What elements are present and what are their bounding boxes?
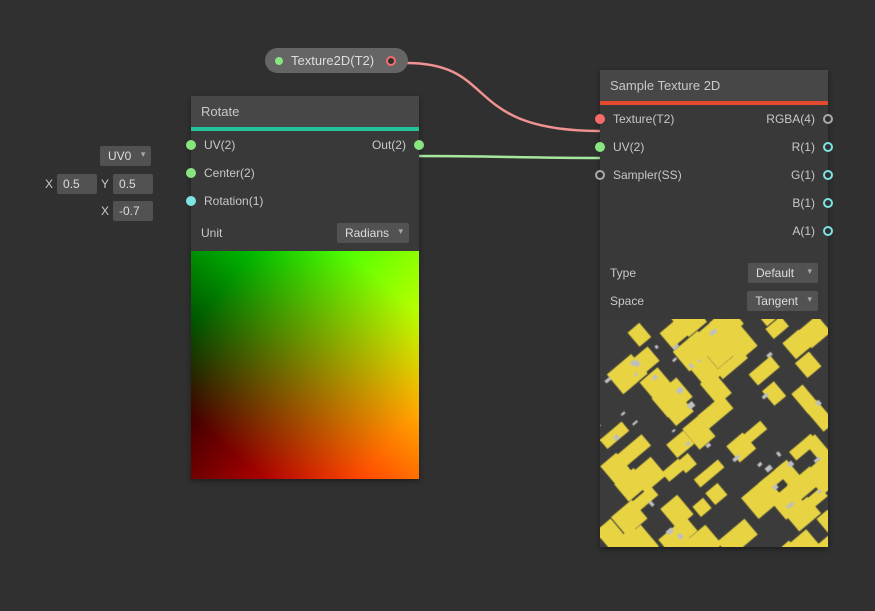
sample-space-dropdown[interactable]: Tangent (747, 291, 818, 311)
rotate-uv-dropdown-wrap: UV0 (100, 146, 151, 166)
wire-tex-to-sample (406, 63, 601, 131)
sample-type-row: Type Default (600, 255, 828, 291)
rotate-center-fields: X Y (45, 174, 153, 194)
setting-label: Space (610, 294, 644, 308)
port-label: A(1) (792, 224, 815, 238)
port-label: RGBA(4) (766, 112, 815, 126)
rotate-settings-row: Unit Radians (191, 215, 419, 251)
port-label: UV(2) (204, 138, 235, 152)
field-prefix: X (101, 204, 109, 218)
sample-preview (600, 319, 828, 547)
field-prefix: Y (101, 177, 109, 191)
port-label: Center(2) (204, 166, 255, 180)
port-label: G(1) (791, 168, 815, 182)
wire-rotate-to-sample (413, 156, 601, 158)
property-label: Texture2D(T2) (291, 53, 374, 68)
sample-type-dropdown[interactable]: Default (748, 263, 818, 283)
rotate-rotation-port[interactable] (186, 196, 196, 206)
node-sample-texture-2d[interactable]: Sample Texture 2D Texture(T2) UV(2) Samp… (600, 70, 828, 547)
rotate-center-port[interactable] (186, 168, 196, 178)
rotate-unit-dropdown[interactable]: Radians (337, 223, 409, 243)
sample-uv-port[interactable] (595, 142, 605, 152)
port-label: Out(2) (372, 138, 406, 152)
port-label: B(1) (792, 196, 815, 210)
property-node-texture2d[interactable]: Texture2D(T2) (265, 48, 408, 73)
center-y-input[interactable] (113, 174, 153, 194)
rotate-rotation-field: X (101, 201, 153, 221)
node-title: Rotate (191, 96, 419, 127)
sample-space-row: Space Tangent (600, 291, 828, 319)
setting-label: Unit (201, 226, 222, 240)
rotate-out-port[interactable] (414, 140, 424, 150)
sample-r-port[interactable] (823, 142, 833, 152)
port-label: Rotation(1) (204, 194, 263, 208)
sample-rgba-port[interactable] (823, 114, 833, 124)
rotate-uv-port[interactable] (186, 140, 196, 150)
sample-g-port[interactable] (823, 170, 833, 180)
node-rotate[interactable]: Rotate UV(2) Center(2) Rotation(1) Out(2… (191, 96, 419, 479)
port-label: Sampler(SS) (613, 168, 682, 182)
port-label: UV(2) (613, 140, 644, 154)
uv-channel-dropdown[interactable]: UV0 (100, 146, 151, 166)
sample-sampler-port[interactable] (595, 170, 605, 180)
sample-texture-port[interactable] (595, 114, 605, 124)
sample-a-port[interactable] (823, 226, 833, 236)
port-label: R(1) (792, 140, 815, 154)
property-type-indicator (275, 57, 283, 65)
rotate-preview (191, 251, 419, 479)
port-label: Texture(T2) (613, 112, 674, 126)
node-title: Sample Texture 2D (600, 70, 828, 101)
sample-b-port[interactable] (823, 198, 833, 208)
property-output-port[interactable] (386, 56, 396, 66)
center-x-input[interactable] (57, 174, 97, 194)
setting-label: Type (610, 266, 636, 280)
rotation-x-input[interactable] (113, 201, 153, 221)
field-prefix: X (45, 177, 53, 191)
